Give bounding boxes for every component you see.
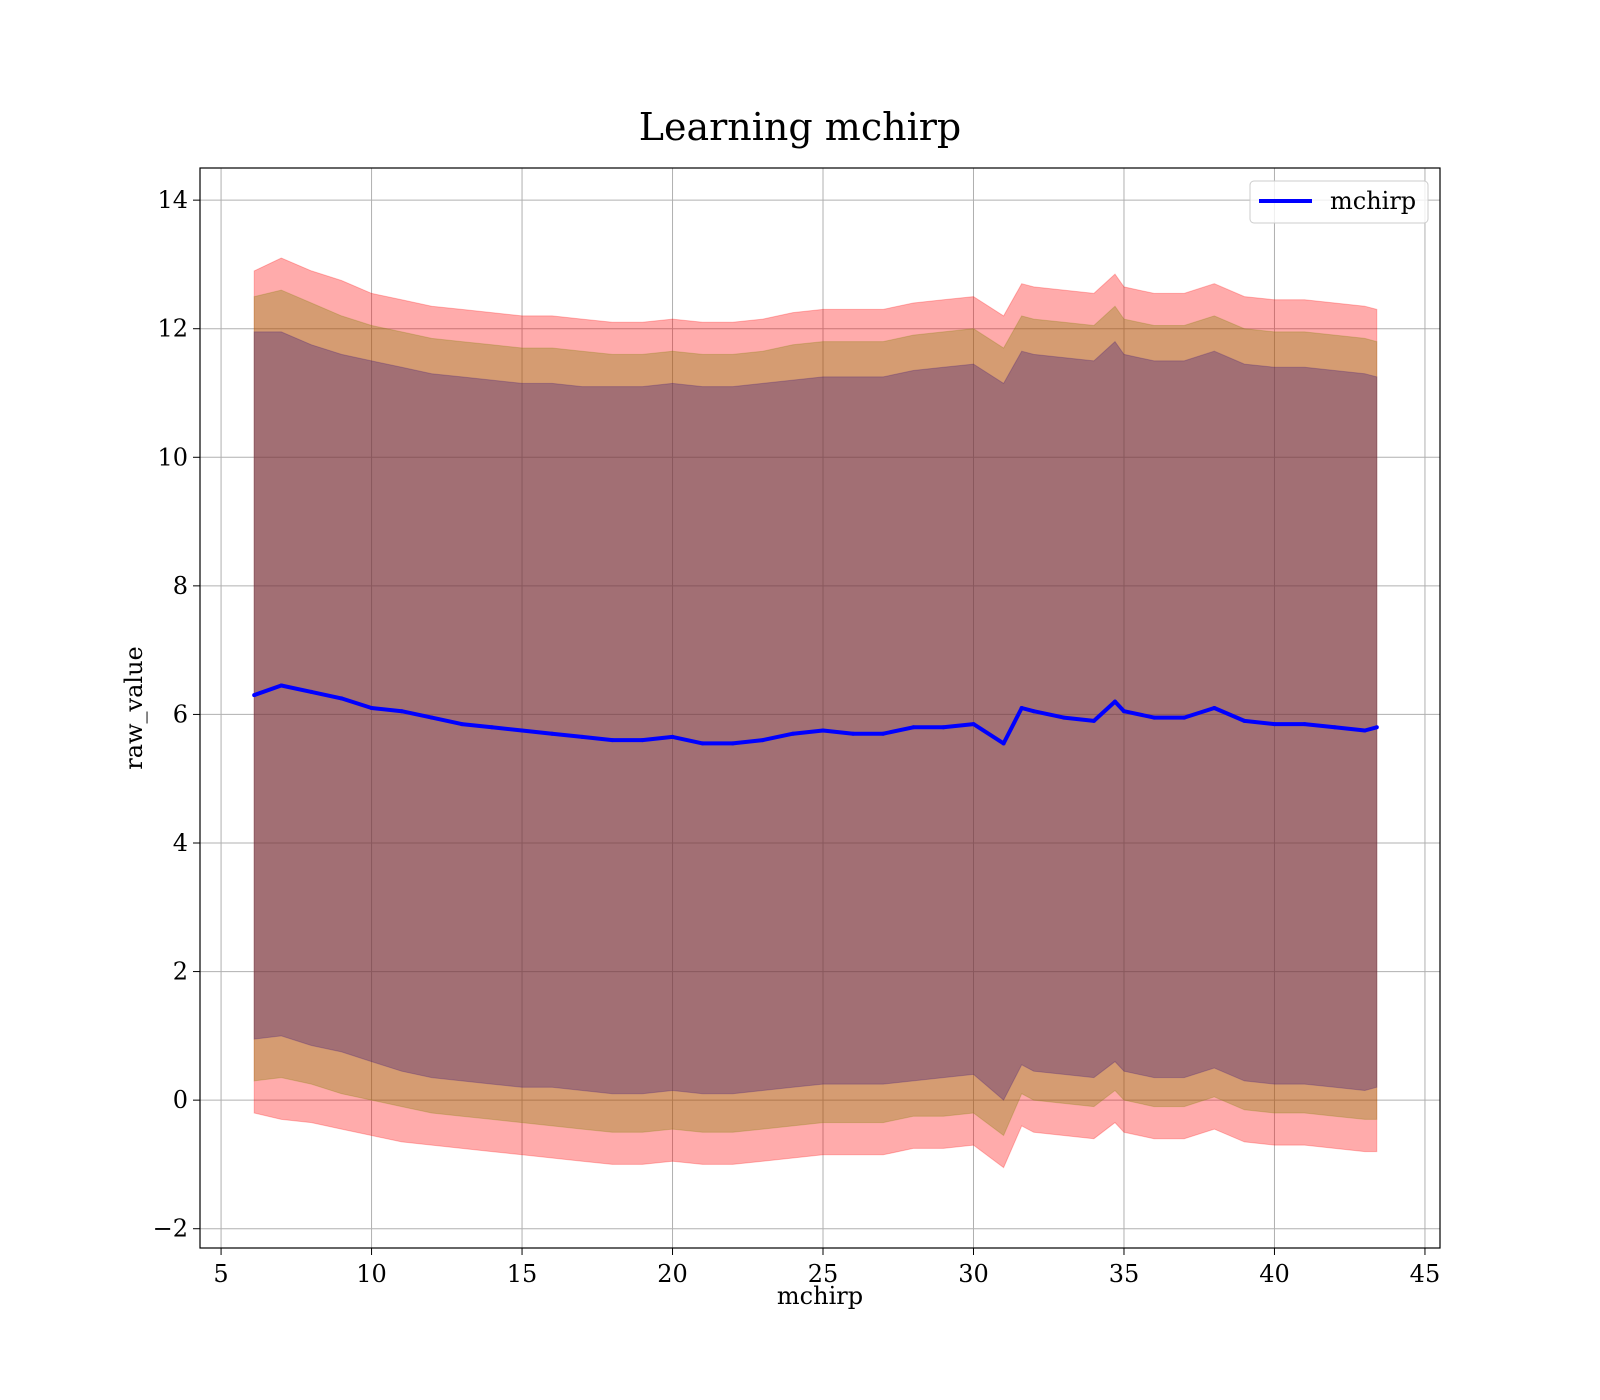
data-point	[911, 725, 916, 730]
y-tick-label: 12	[157, 315, 188, 343]
data-point	[851, 731, 856, 736]
data-point	[1182, 715, 1187, 720]
grid	[200, 168, 1440, 1248]
data-point	[252, 693, 257, 698]
data-point	[1212, 706, 1217, 710]
data-point	[1302, 722, 1307, 727]
data-point	[730, 741, 735, 746]
x-tick-label: 10	[356, 1260, 387, 1288]
data-point	[670, 734, 675, 739]
data-point	[610, 738, 615, 743]
data-point	[881, 731, 886, 736]
data-point	[1091, 718, 1096, 723]
y-tick-label: 8	[173, 572, 188, 600]
y-tick-label: 10	[157, 443, 188, 471]
data-point	[580, 734, 585, 739]
data-point	[520, 728, 524, 733]
x-axis-label: mchirp	[777, 1282, 863, 1310]
data-point	[1332, 725, 1337, 730]
data-point	[1001, 741, 1006, 746]
confidence-bands	[253, 257, 1378, 1169]
x-tick-label: 40	[1259, 1260, 1290, 1288]
data-point	[1362, 728, 1367, 733]
y-tick-label: −2	[153, 1215, 188, 1243]
data-point	[1122, 709, 1126, 714]
data-point	[760, 738, 765, 743]
data-point	[700, 741, 705, 746]
data-point	[1061, 715, 1066, 720]
chart-title: Learning mchirp	[639, 105, 961, 149]
data-point	[1374, 725, 1379, 730]
y-axis-label: raw_value	[120, 646, 148, 770]
data-point	[369, 706, 374, 710]
data-point	[640, 738, 645, 743]
data-point	[339, 696, 344, 701]
x-tick-label: 25	[808, 1260, 839, 1288]
legend-label: mchirp	[1330, 187, 1416, 215]
data-point	[1031, 709, 1036, 714]
data-point	[550, 731, 555, 736]
y-tick-label: 14	[157, 186, 188, 214]
confidence-band-2	[253, 289, 1378, 1137]
data-point	[1113, 699, 1117, 704]
y-tick-label: 0	[173, 1086, 188, 1114]
x-axis-ticks: 5 10 15 20 25 30 35 40 45	[213, 1248, 1440, 1288]
y-tick-label: 4	[173, 829, 188, 857]
x-tick-label: 45	[1410, 1260, 1441, 1288]
data-point	[941, 725, 946, 730]
x-tick-label: 20	[657, 1260, 688, 1288]
data-point	[279, 683, 284, 688]
data-point	[1152, 715, 1157, 720]
y-tick-label: 6	[173, 700, 188, 728]
data-point	[459, 722, 464, 727]
plot-frame	[199, 167, 1441, 1249]
x-tick-label: 30	[958, 1260, 989, 1288]
x-tick-label: 5	[213, 1260, 228, 1288]
series-lines	[252, 683, 1379, 746]
x-tick-label: 15	[507, 1260, 538, 1288]
confidence-band-1	[253, 257, 1378, 1169]
data-point	[821, 728, 825, 733]
y-axis-ticks: −2 0 2 4 6 8 10 12 14	[153, 186, 200, 1243]
data-point	[1272, 722, 1277, 727]
data-point	[429, 715, 434, 720]
x-tick-label: 35	[1109, 1260, 1140, 1288]
data-point	[1019, 706, 1024, 710]
data-point	[489, 725, 494, 730]
y-tick-label: 2	[173, 958, 188, 986]
legend: mchirp	[1249, 180, 1429, 224]
data-point	[399, 709, 404, 714]
data-point	[309, 689, 314, 694]
legend-box	[1249, 180, 1429, 224]
data-point	[971, 722, 976, 727]
data-point	[790, 731, 795, 736]
confidence-band-3	[253, 331, 1378, 1101]
data-point	[1242, 718, 1247, 723]
